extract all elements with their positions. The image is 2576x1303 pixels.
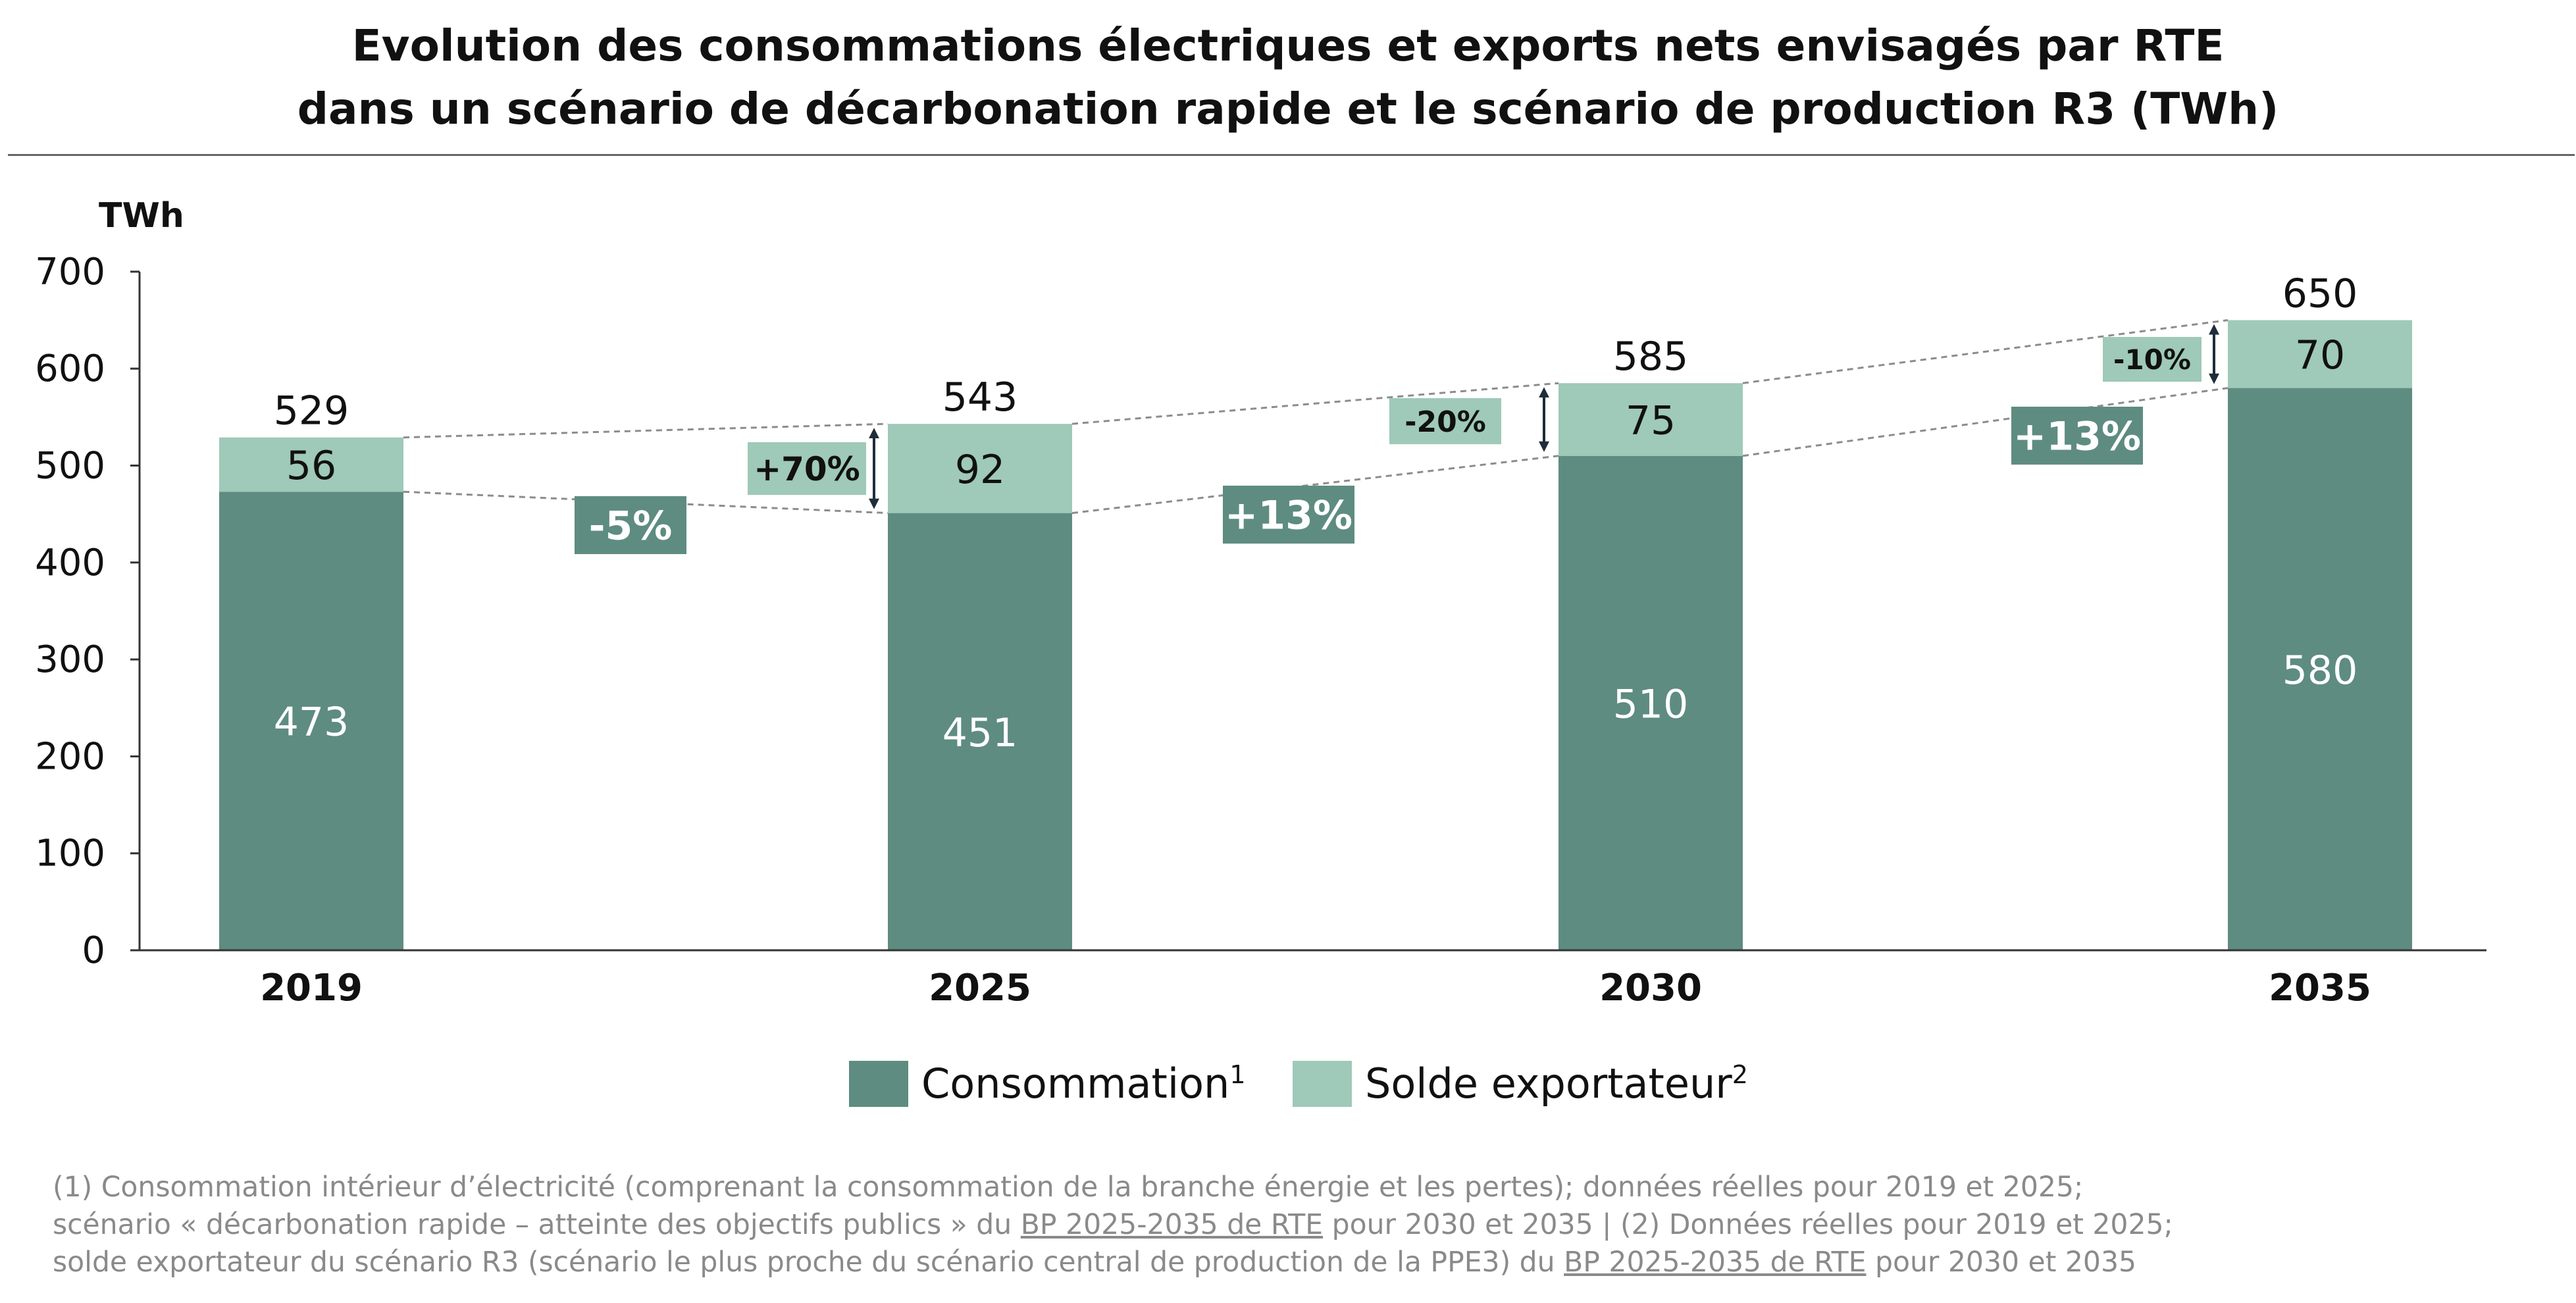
- total-value-label: 585: [1613, 334, 1689, 380]
- chart-title-line-1: Evolution des consommations électriques …: [351, 20, 2225, 71]
- legend-label-text: Solde exportateur: [1365, 1060, 1732, 1108]
- x-tick-label: 2019: [260, 967, 363, 1009]
- y-axis: 0 100 200 300 400 500 600 700: [35, 251, 141, 972]
- export-bar: [219, 437, 403, 492]
- consumption-bar: [219, 492, 403, 950]
- legend-label: Solde exportateur2: [1365, 1060, 1748, 1108]
- x-axis: 2019 2025 2030 2035: [140, 949, 2486, 1009]
- export-value-label: 75: [1626, 397, 1676, 444]
- consumption-value-label: 510: [1613, 681, 1689, 727]
- y-tick-label: 400: [35, 542, 105, 584]
- consumption-bar: [888, 513, 1072, 950]
- legend-swatch: [1293, 1061, 1352, 1107]
- chart-title-line-2: dans un scénario de décarbonation rapide…: [297, 84, 2279, 134]
- export-value-label: 92: [955, 447, 1005, 493]
- legend: Consommation1 Solde exportateur2: [849, 1060, 1748, 1108]
- y-tick-label: 200: [35, 735, 105, 778]
- export-value-label: 70: [2295, 332, 2345, 378]
- total-connector-line: [1742, 319, 2228, 384]
- legend-swatch: [849, 1061, 908, 1107]
- title-divider: [8, 154, 2575, 156]
- consumption-connector-line: [1071, 455, 1559, 515]
- consumption-value-label: 580: [2282, 648, 2358, 694]
- footnote-text: (1) Consommation intérieur d’électricité…: [53, 1171, 2084, 1204]
- consumption-connector-line: [1742, 387, 2228, 457]
- consumption-value-label: 451: [942, 710, 1018, 756]
- total-value-label: 529: [274, 388, 349, 434]
- y-tick-label: 700: [35, 251, 105, 294]
- legend-item: Consommation1: [849, 1060, 1246, 1108]
- consumption-bar: [1558, 455, 1743, 950]
- footnote-text: solde exportateur du scénario R3 (scénar…: [53, 1246, 1564, 1279]
- x-tick-label: 2025: [929, 967, 1031, 1009]
- total-value-label: 650: [2282, 270, 2358, 317]
- footnote-line-1: (1) Consommation intérieur d’électricité…: [53, 1169, 2554, 1206]
- x-tick-label: 2035: [2269, 967, 2371, 1009]
- consumption-change-box: [575, 496, 686, 554]
- y-tick-label: 300: [35, 638, 105, 681]
- consumption-value-label: 473: [274, 700, 349, 746]
- export-change-box: [2103, 337, 2202, 382]
- footnote-text: pour 2030 et 2035: [1866, 1246, 2137, 1279]
- legend-item: Solde exportateur2: [1293, 1060, 1748, 1108]
- total-value-label: 543: [942, 374, 1018, 421]
- legend-label-text: Consommation: [921, 1060, 1229, 1108]
- consumption-change-label: -5%: [589, 503, 673, 549]
- footnote-text: pour 2030 et 2035 | (2) Données réelles …: [1323, 1209, 2173, 1241]
- footnote-line-2: scénario « décarbonation rapide – attein…: [53, 1206, 2554, 1244]
- export-change-label: -20%: [1404, 405, 1486, 439]
- export-change-box: [748, 442, 866, 495]
- y-axis-label: TWh: [99, 196, 184, 236]
- y-tick-label: 100: [35, 832, 105, 875]
- footnote-text: scénario « décarbonation rapide – attein…: [53, 1209, 1021, 1241]
- export-change-label: +70%: [754, 450, 860, 488]
- legend-label-superscript: 1: [1229, 1060, 1245, 1089]
- consumption-change-box: [1223, 486, 1354, 544]
- footnotes: (1) Consommation intérieur d’électricité…: [53, 1169, 2554, 1281]
- consumption-change-label: +13%: [2013, 414, 2141, 460]
- total-connector-line: [1071, 382, 1559, 425]
- y-tick-label: 0: [82, 929, 105, 972]
- x-tick-label: 2030: [1599, 967, 1702, 1009]
- bars: 473 56 529 451 92 543 510 75 585 580 70 650: [219, 270, 2412, 950]
- change-annotations: -5% +13% +13% +70% -20% -10%: [575, 324, 2219, 554]
- consumption-bar: [2228, 388, 2412, 950]
- consumption-change-box: [2011, 407, 2143, 465]
- y-tick-label: 600: [35, 347, 105, 390]
- chart-title: Evolution des consommations électriques …: [0, 14, 2576, 141]
- bp-rte-link[interactable]: BP 2025-2035 de RTE: [1564, 1246, 1867, 1279]
- stacked-bar-chart: TWh 0 100 200 300 400 500 600 700 473 56 529 451 92…: [35, 196, 2486, 1108]
- export-change-box: [1389, 398, 1501, 444]
- consumption-change-label: +13%: [1225, 493, 1352, 539]
- y-tick-label: 500: [35, 444, 105, 487]
- legend-label-superscript: 2: [1732, 1060, 1748, 1089]
- bp-rte-link[interactable]: BP 2025-2035 de RTE: [1020, 1209, 1324, 1241]
- export-value-label: 56: [286, 443, 336, 489]
- total-connector-line: [403, 422, 889, 439]
- export-bar: [2228, 320, 2412, 388]
- export-bar: [1558, 383, 1743, 456]
- connector-lines: [403, 319, 2228, 515]
- footnote-line-3: solde exportateur du scénario R3 (scénar…: [53, 1244, 2554, 1281]
- legend-label: Consommation1: [921, 1060, 1246, 1108]
- export-change-label: -10%: [2113, 344, 2191, 376]
- export-bar: [888, 424, 1072, 513]
